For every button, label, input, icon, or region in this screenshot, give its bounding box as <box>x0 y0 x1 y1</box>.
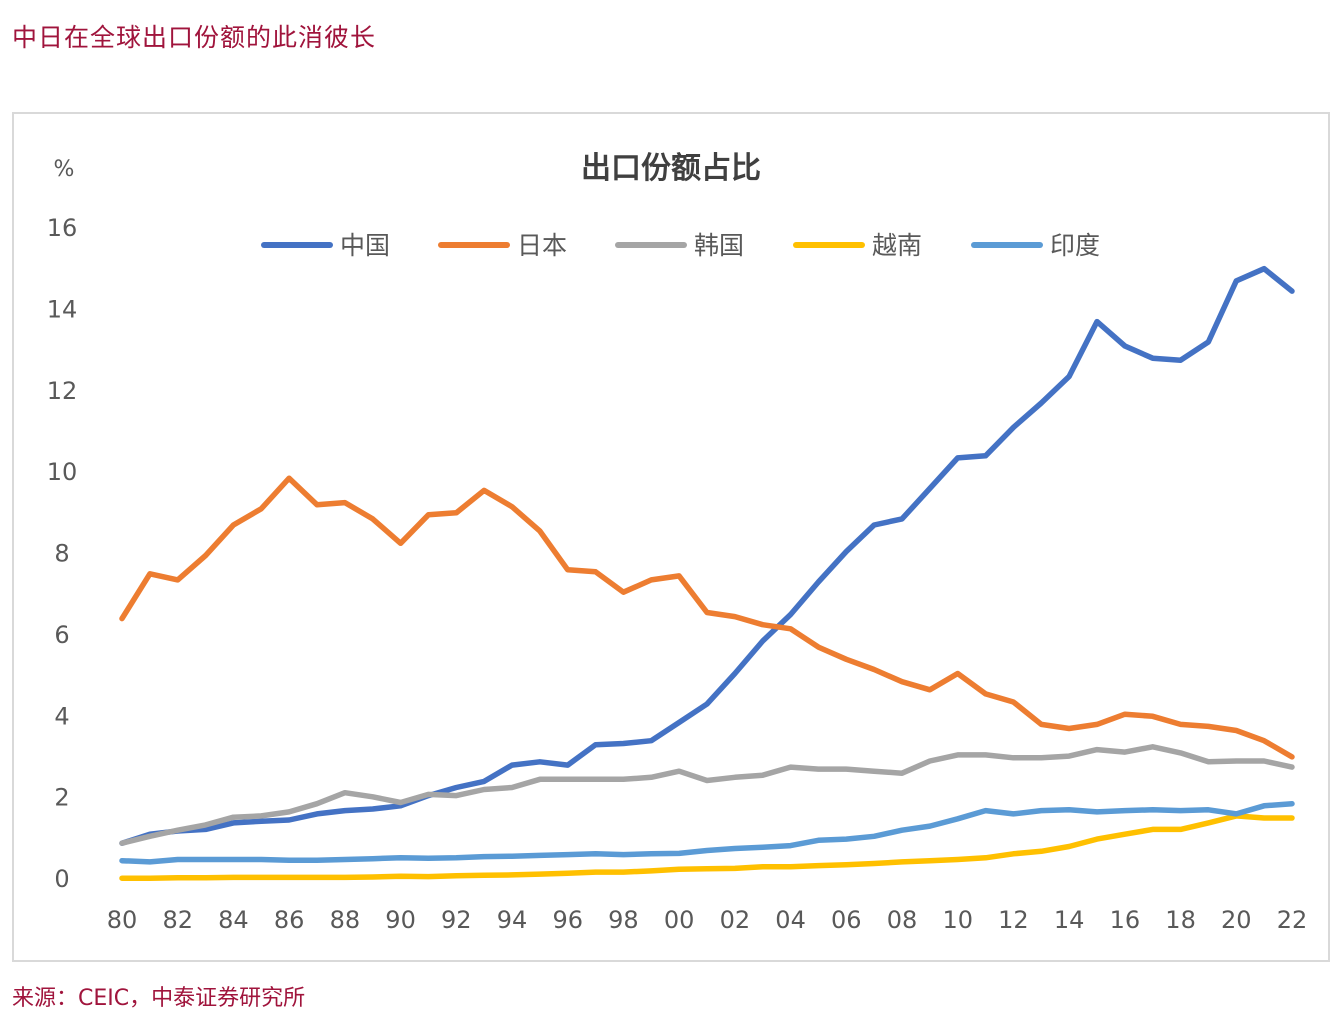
y-tick-label: 16 <box>47 214 78 242</box>
series-line-0 <box>119 265 1295 846</box>
x-tick-label: 86 <box>274 906 305 934</box>
x-tick-label: 98 <box>608 906 639 934</box>
x-tick-label: 94 <box>497 906 528 934</box>
x-tick-label: 18 <box>1165 906 1196 934</box>
series-line-1 <box>119 475 1295 760</box>
x-tick-label: 16 <box>1110 906 1141 934</box>
y-tick-label: 0 <box>54 865 69 893</box>
x-tick-label: 06 <box>831 906 862 934</box>
series-line-4 <box>119 800 1295 865</box>
x-tick-label: 22 <box>1277 906 1308 934</box>
x-tick-label: 20 <box>1221 906 1252 934</box>
y-tick-label: 14 <box>47 295 78 323</box>
series-line-3 <box>119 813 1295 881</box>
chart-legend: 中国 日本 韩国 越南 印度 <box>261 231 1100 260</box>
y-axis: 0 2 4 6 8 10 12 14 16 <box>47 214 78 893</box>
y-tick-label: 6 <box>54 621 69 649</box>
source-note: 来源：CEIC，中泰证券研究所 <box>12 986 306 1011</box>
y-tick-label: 12 <box>47 377 78 405</box>
legend-label: 韩国 <box>694 231 744 260</box>
y-axis-unit: % <box>54 157 75 182</box>
x-tick-label: 84 <box>218 906 249 934</box>
chart-frame: 出口份额占比 % 中国 日本 韩国 越南 印度 0 2 4 6 8 10 12 14 16 80 82 84… <box>12 112 1330 962</box>
y-tick-label: 8 <box>54 540 69 568</box>
x-tick-label: 02 <box>720 906 751 934</box>
x-tick-label: 88 <box>330 906 361 934</box>
x-tick-label: 12 <box>998 906 1029 934</box>
page-title: 中日在全球出口份额的此消彼长 <box>12 23 377 52</box>
x-tick-label: 04 <box>775 906 806 934</box>
x-tick-label: 80 <box>107 906 138 934</box>
x-tick-label: 82 <box>162 906 193 934</box>
y-tick-label: 2 <box>54 784 69 812</box>
x-tick-label: 14 <box>1054 906 1085 934</box>
y-tick-label: 4 <box>54 702 69 730</box>
legend-label: 中国 <box>340 231 390 260</box>
x-axis: 80 82 84 86 88 90 92 94 96 98 00 02 04 06 08 10 12 14 16 18… <box>107 906 1308 934</box>
x-tick-label: 96 <box>552 906 583 934</box>
x-tick-label: 00 <box>664 906 695 934</box>
x-tick-label: 08 <box>887 906 918 934</box>
series-lines <box>119 265 1295 881</box>
x-tick-label: 10 <box>942 906 973 934</box>
y-tick-label: 10 <box>47 458 78 486</box>
series-line-2 <box>119 744 1295 846</box>
chart-title: 出口份额占比 <box>581 151 761 186</box>
legend-label: 日本 <box>517 231 567 260</box>
legend-label: 越南 <box>872 231 922 260</box>
legend-label: 印度 <box>1050 231 1100 260</box>
x-tick-label: 90 <box>385 906 416 934</box>
x-tick-label: 92 <box>441 906 472 934</box>
